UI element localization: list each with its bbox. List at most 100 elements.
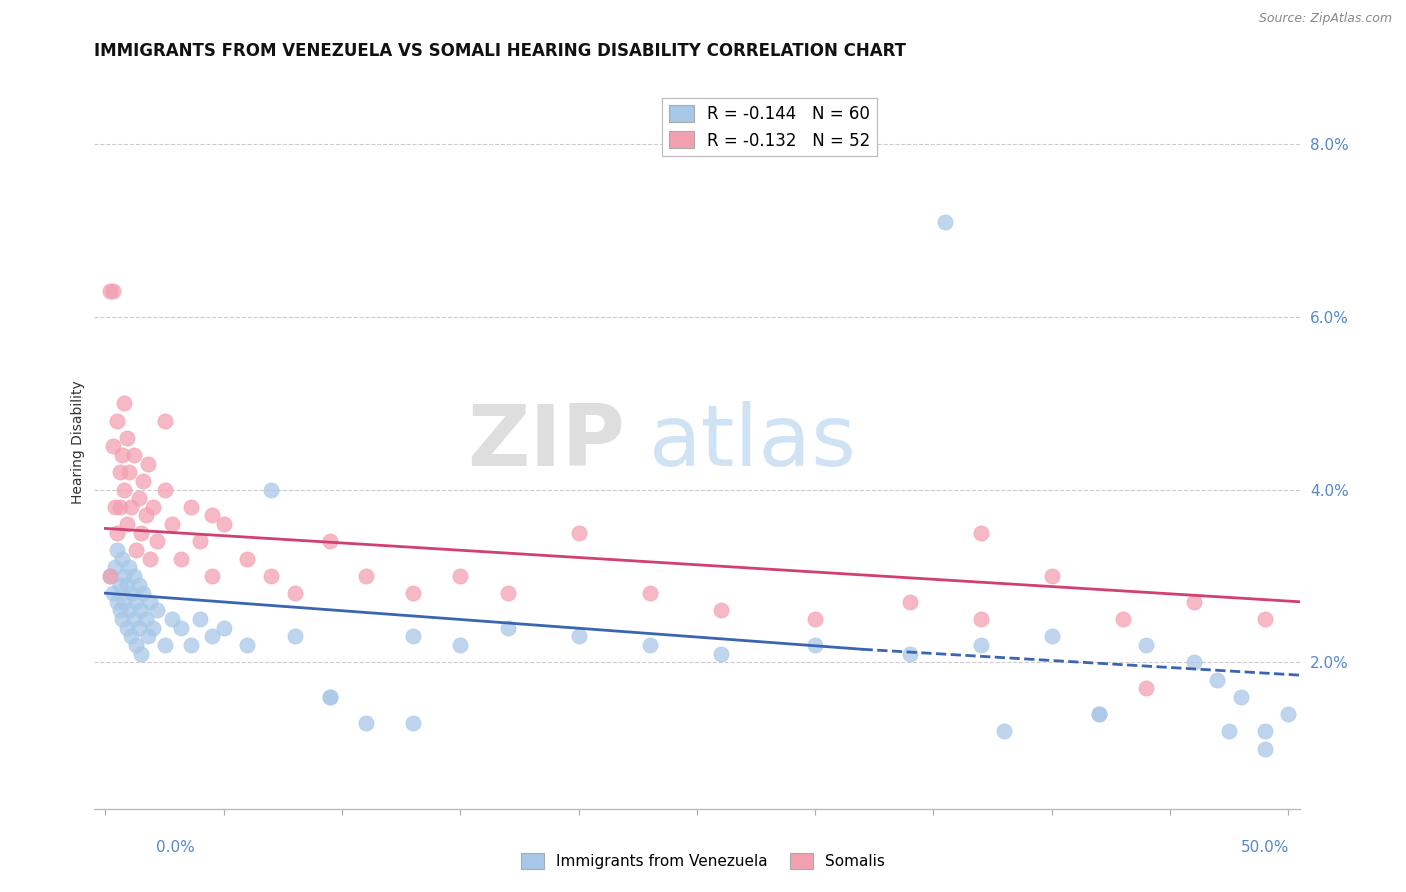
Point bbox=[122, 448, 145, 462]
Point bbox=[139, 595, 162, 609]
Point bbox=[188, 534, 211, 549]
Point bbox=[212, 517, 235, 532]
Point bbox=[1135, 638, 1157, 652]
Point bbox=[568, 629, 591, 643]
Point bbox=[115, 621, 138, 635]
Point bbox=[212, 621, 235, 635]
Point bbox=[709, 647, 731, 661]
Point bbox=[112, 396, 135, 410]
Point bbox=[319, 690, 342, 704]
Point bbox=[115, 577, 138, 591]
Point bbox=[142, 621, 165, 635]
Point bbox=[449, 569, 471, 583]
Point bbox=[1218, 724, 1240, 739]
Point bbox=[354, 569, 377, 583]
Point bbox=[101, 586, 124, 600]
Point bbox=[105, 413, 128, 427]
Point bbox=[129, 525, 152, 540]
Point bbox=[898, 647, 921, 661]
Point bbox=[568, 525, 591, 540]
Point bbox=[201, 569, 224, 583]
Point bbox=[354, 715, 377, 730]
Point bbox=[125, 595, 148, 609]
Point bbox=[115, 517, 138, 532]
Point bbox=[1254, 741, 1277, 756]
Point bbox=[132, 586, 155, 600]
Point bbox=[122, 569, 145, 583]
Point bbox=[115, 431, 138, 445]
Point bbox=[98, 569, 121, 583]
Point bbox=[180, 500, 202, 514]
Point bbox=[128, 577, 150, 591]
Point bbox=[104, 500, 127, 514]
Point bbox=[1254, 724, 1277, 739]
Point bbox=[898, 595, 921, 609]
Point bbox=[122, 612, 145, 626]
Point bbox=[136, 457, 159, 471]
Point bbox=[1277, 706, 1299, 721]
Point bbox=[136, 629, 159, 643]
Point bbox=[1230, 690, 1253, 704]
Point bbox=[139, 551, 162, 566]
Point bbox=[1254, 612, 1277, 626]
Point bbox=[125, 638, 148, 652]
Point bbox=[153, 413, 176, 427]
Point bbox=[104, 560, 127, 574]
Point bbox=[319, 534, 342, 549]
Point bbox=[108, 466, 131, 480]
Point bbox=[970, 612, 993, 626]
Point bbox=[402, 715, 425, 730]
Point bbox=[160, 612, 183, 626]
Point bbox=[236, 551, 259, 566]
Point bbox=[135, 612, 157, 626]
Point bbox=[105, 595, 128, 609]
Point bbox=[449, 638, 471, 652]
Point bbox=[638, 638, 661, 652]
Point bbox=[993, 724, 1015, 739]
Point bbox=[120, 586, 142, 600]
Text: 0.0%: 0.0% bbox=[156, 840, 195, 855]
Point bbox=[118, 560, 141, 574]
Point bbox=[284, 586, 307, 600]
Point bbox=[804, 612, 827, 626]
Point bbox=[111, 551, 134, 566]
Point bbox=[153, 638, 176, 652]
Point bbox=[146, 534, 169, 549]
Point bbox=[260, 569, 283, 583]
Point bbox=[111, 612, 134, 626]
Point bbox=[125, 543, 148, 558]
Y-axis label: Hearing Disability: Hearing Disability bbox=[72, 380, 86, 504]
Point bbox=[160, 517, 183, 532]
Point bbox=[120, 500, 142, 514]
Point bbox=[1206, 673, 1229, 687]
Point bbox=[105, 525, 128, 540]
Point bbox=[319, 690, 342, 704]
Point bbox=[1182, 655, 1205, 669]
Point bbox=[201, 629, 224, 643]
Point bbox=[1088, 706, 1111, 721]
Point bbox=[105, 543, 128, 558]
Point bbox=[129, 603, 152, 617]
Point bbox=[402, 586, 425, 600]
Text: ZIP: ZIP bbox=[467, 401, 624, 483]
Point bbox=[128, 621, 150, 635]
Point bbox=[709, 603, 731, 617]
Point bbox=[1135, 681, 1157, 695]
Point bbox=[132, 474, 155, 488]
Point bbox=[1112, 612, 1135, 626]
Point bbox=[135, 508, 157, 523]
Point bbox=[112, 595, 135, 609]
Text: Source: ZipAtlas.com: Source: ZipAtlas.com bbox=[1258, 12, 1392, 25]
Point bbox=[98, 569, 121, 583]
Point bbox=[188, 612, 211, 626]
Point bbox=[111, 448, 134, 462]
Point bbox=[970, 525, 993, 540]
Point bbox=[1040, 569, 1063, 583]
Point bbox=[142, 500, 165, 514]
Point bbox=[128, 491, 150, 506]
Point bbox=[153, 483, 176, 497]
Point bbox=[201, 508, 224, 523]
Point bbox=[129, 647, 152, 661]
Point bbox=[970, 638, 993, 652]
Point bbox=[98, 284, 121, 298]
